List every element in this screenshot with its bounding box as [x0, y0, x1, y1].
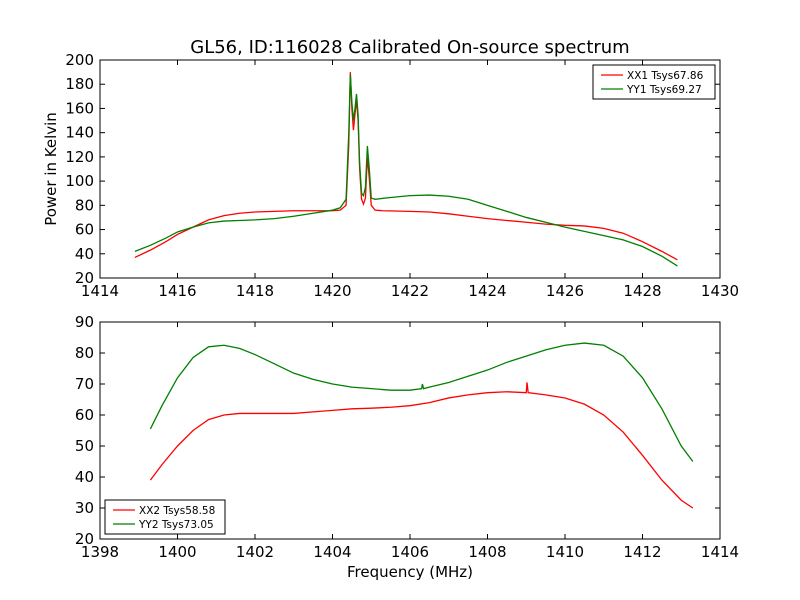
legend-box [104, 499, 226, 535]
legend-label: XX1 Tsys67.86 [627, 70, 704, 82]
y-tick-label: 20 [75, 269, 94, 287]
y-tick-label: 60 [75, 406, 94, 424]
x-tick-label: 1424 [468, 282, 506, 300]
series-line-1 [134, 72, 678, 261]
legend-label: YY1 Tsys69.27 [626, 84, 702, 96]
y-tick-label: 90 [75, 313, 94, 331]
x-tick-label: 1422 [391, 282, 429, 300]
legend: XX1 Tsys67.86 YY1 Tsys69.27 [592, 64, 716, 100]
x-tick-label: 1418 [236, 282, 274, 300]
x-tick-label: 1420 [313, 282, 351, 300]
y-tick-label: 100 [65, 172, 94, 190]
y-tick-label: 30 [75, 499, 94, 517]
x-axis-label: Frequency (MHz) [347, 563, 473, 581]
x-tick-label: 1414 [81, 282, 119, 300]
x-tick-label: 1430 [701, 282, 739, 300]
top-plot: 1414 1416 1418 1420 1422 1424 1426 1428 1430 20 40… [42, 51, 739, 300]
x-tick-label: 1412 [623, 543, 661, 561]
legend-box [592, 64, 716, 100]
y-tick-label: 60 [75, 221, 94, 239]
chart-title: GL56, ID:116028 Calibrated On-source spe… [190, 37, 629, 58]
y-tick-label: 40 [75, 245, 94, 263]
y-tick-label: 40 [75, 468, 94, 486]
y-tick-label: 70 [75, 375, 94, 393]
x-tick-label: 1408 [468, 543, 506, 561]
legend-label: YY2 Tsys73.05 [138, 519, 214, 531]
y-tick-label: 140 [65, 124, 94, 142]
y-tick-label: 50 [75, 437, 94, 455]
y-tick-label: 80 [75, 196, 94, 214]
x-tick-label: 1398 [81, 543, 119, 561]
y-tick-label: 180 [65, 75, 94, 93]
y-tick-label: 120 [65, 148, 94, 166]
x-tick-label: 1400 [158, 543, 196, 561]
y-axis-label: Power in Kelvin [42, 112, 60, 226]
x-tick-label: 1416 [158, 282, 196, 300]
x-tick-label: 1414 [701, 543, 739, 561]
x-tick-label: 1428 [623, 282, 661, 300]
x-tick-label: 1406 [391, 543, 429, 561]
x-tick-label: 1426 [546, 282, 584, 300]
y-tick-label: 160 [65, 99, 94, 117]
legend-label: XX2 Tsys58.58 [139, 505, 215, 517]
x-tick-label: 1402 [236, 543, 274, 561]
legend: XX2 Tsys58.58 YY2 Tsys73.05 [104, 499, 226, 535]
x-tick-label: 1410 [546, 543, 584, 561]
x-tick-label: 1404 [313, 543, 351, 561]
series-line-1 [149, 382, 694, 509]
y-tick-label: 80 [75, 344, 94, 362]
y-tick-label: 20 [75, 530, 94, 548]
series-line-2 [149, 342, 694, 462]
series-line-2 [134, 74, 678, 267]
y-tick-label: 200 [65, 51, 94, 69]
bottom-plot: 1398 1400 1402 1404 1406 1408 1410 1412 1414 20 30… [75, 313, 739, 581]
